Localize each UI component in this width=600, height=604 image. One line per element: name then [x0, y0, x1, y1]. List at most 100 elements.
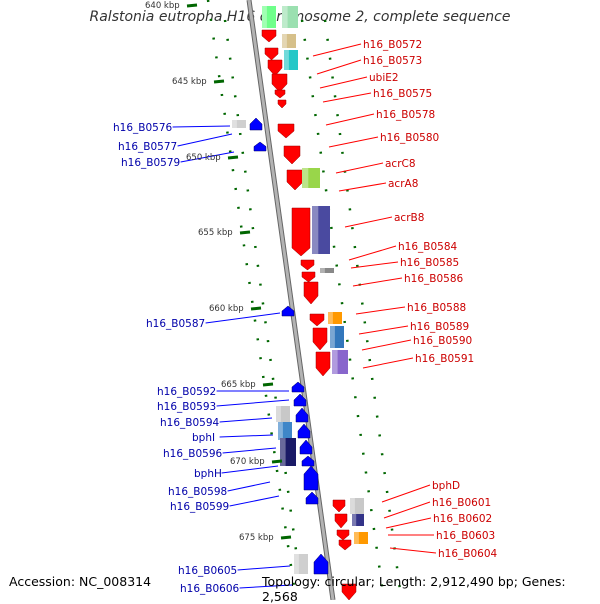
- gene-label-forward: h16_B0573: [363, 55, 422, 67]
- gene-arrow-forward: [334, 513, 348, 529]
- gene-arrow-reverse: [305, 491, 319, 505]
- gene-label-reverse: h16_B0593: [157, 401, 216, 413]
- gene-arrow-reverse: [291, 381, 305, 393]
- leader-line: [219, 417, 273, 423]
- scale-label: 665 kbp: [221, 380, 256, 390]
- leader-line: [237, 565, 291, 571]
- leader-line: [362, 357, 414, 369]
- gene-box-shine: [350, 498, 355, 514]
- gene-label-reverse: h16_B0606: [180, 583, 240, 595]
- gene-label-forward: h16_B0591: [415, 353, 474, 365]
- backbone-layer: [246, 0, 336, 600]
- leader-line: [219, 434, 274, 438]
- tick-layer: [206, 0, 402, 600]
- gene-label-reverse: h16_B0587: [146, 318, 205, 330]
- gene-box: [280, 438, 296, 466]
- gene-label-forward: h16_B0572: [363, 39, 422, 51]
- gene-feature: [328, 312, 342, 324]
- leader-line: [322, 92, 372, 103]
- gene-box: [278, 422, 292, 440]
- gene-label-forward: acrA8: [388, 178, 418, 190]
- gene-box-shine: [352, 514, 357, 526]
- leader-line: [319, 76, 368, 89]
- leader-line-layer: [172, 43, 437, 589]
- gene-box: [312, 206, 330, 254]
- gene-feature: [320, 268, 334, 273]
- gene-box-shine: [276, 406, 281, 422]
- gene-arrow-forward: [261, 29, 277, 43]
- gene-arrow-forward: [341, 583, 357, 600]
- gene-feature: [262, 6, 276, 28]
- scale-label: 645 kbp: [172, 77, 207, 87]
- gene-feature: [332, 350, 348, 374]
- gene-arrow-reverse: [299, 439, 313, 455]
- gene-label-reverse: bphH: [194, 468, 222, 480]
- scale-label: 660 kbp: [209, 304, 244, 314]
- gene-box: [282, 34, 296, 48]
- leader-line: [325, 113, 375, 126]
- gene-label-forward: h16_B0584: [398, 241, 458, 253]
- gene-label-reverse: h16_B0594: [160, 417, 220, 429]
- gene-feature: [276, 406, 290, 422]
- gene-label-forward: h16_B0575: [373, 88, 432, 100]
- gene-label-forward: acrC8: [385, 158, 416, 170]
- leader-line: [205, 312, 281, 324]
- gene-label-reverse: h16_B0592: [157, 386, 216, 398]
- gene-label-forward: bphD: [432, 480, 460, 492]
- gene-label-forward: h16_B0590: [413, 335, 472, 347]
- scale-tick: [262, 382, 274, 387]
- gene-feature: [282, 6, 298, 28]
- gene-box: [352, 514, 364, 526]
- gene-arrow-reverse: [249, 117, 263, 131]
- gene-box-shine: [302, 168, 309, 188]
- scale-label-layer: 640 kbp 645 kbp 650 kbp 655 kbp 660 kbp 665 k…: [145, 1, 292, 543]
- gene-label-forward: h16_B0588: [407, 302, 466, 314]
- gene-feature: [352, 514, 364, 526]
- gene-box: [354, 532, 368, 544]
- gene-label-reverse: bphI: [192, 432, 215, 444]
- gene-box-shine: [354, 532, 359, 544]
- scale-label: 640 kbp: [145, 1, 180, 11]
- gene-label-forward: h16_B0580: [380, 132, 439, 144]
- gene-label-forward: h16_B0578: [376, 109, 435, 121]
- feature-layer: [232, 6, 368, 600]
- gene-feature: [284, 50, 298, 70]
- gene-box: [262, 6, 276, 28]
- gene-box: [232, 120, 246, 128]
- gene-box-shine: [328, 312, 333, 324]
- leader-line: [361, 339, 412, 351]
- leader-line: [348, 245, 397, 261]
- gene-box-shine: [332, 350, 338, 374]
- gene-label-forward: ubiE2: [369, 72, 399, 84]
- gene-arrow-reverse: [295, 407, 309, 423]
- gene-box-shine: [282, 34, 287, 48]
- leader-line: [385, 517, 432, 529]
- leader-line: [344, 216, 393, 228]
- leader-line: [328, 136, 379, 148]
- scale-label: 670 kbp: [230, 457, 265, 467]
- gene-box-shine: [294, 554, 299, 574]
- leader-line: [389, 547, 437, 554]
- scale-label: 650 kbp: [186, 153, 221, 163]
- gene-label-forward: h16_B0586: [404, 273, 464, 285]
- gene-label-forward: h16_B0603: [436, 530, 495, 542]
- gene-box-shine: [280, 438, 286, 466]
- leader-line: [177, 133, 233, 147]
- leader-line: [350, 261, 399, 269]
- gene-label-reverse: h16_B0577: [118, 141, 177, 153]
- leader-line: [383, 501, 431, 519]
- gene-arrow-forward: [283, 145, 301, 165]
- gene-arrow-forward: [315, 351, 331, 377]
- gene-box-shine: [320, 268, 325, 273]
- scale-label: 655 kbp: [198, 228, 233, 238]
- gene-label-reverse: h16_B0579: [121, 157, 180, 169]
- gene-feature: [294, 554, 308, 574]
- scale-tick: [186, 3, 198, 8]
- gene-box: [282, 6, 298, 28]
- gene-label-reverse: h16_B0599: [170, 501, 229, 513]
- gene-feature: [312, 206, 330, 254]
- gene-arrow-reverse: [293, 393, 307, 407]
- backbone: [247, 0, 335, 600]
- gene-arrow-reverse: [313, 553, 329, 575]
- scale-tick: [227, 155, 239, 160]
